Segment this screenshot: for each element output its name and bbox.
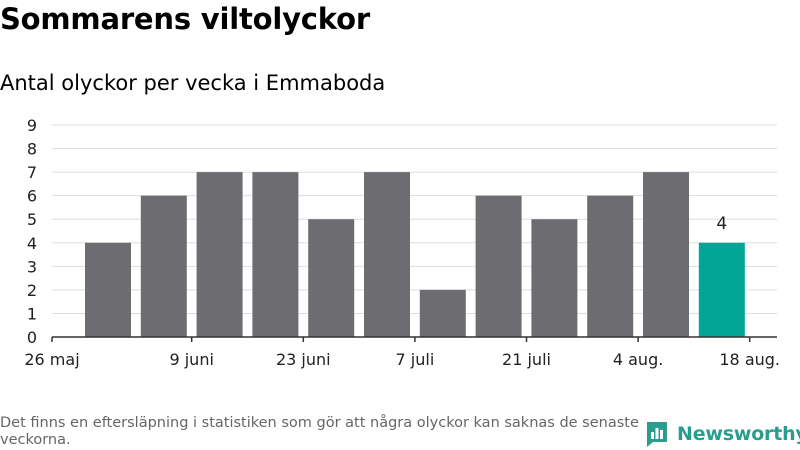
y-tick-label: 9 xyxy=(27,116,37,135)
y-tick-label: 1 xyxy=(27,304,37,323)
y-tick-label: 2 xyxy=(27,281,37,300)
bar xyxy=(698,242,745,337)
bar xyxy=(140,195,187,337)
y-tick-label: 0 xyxy=(27,328,37,347)
bar xyxy=(643,172,689,337)
bar xyxy=(419,289,466,337)
data-label: 4 xyxy=(716,214,727,234)
footnote: Det finns en eftersläpning i statistiken… xyxy=(0,415,639,448)
bar xyxy=(531,219,578,337)
x-tick-label: 23 juni xyxy=(276,350,331,369)
bar xyxy=(475,195,522,337)
bar xyxy=(252,172,299,337)
chart-title: Sommarens viltolyckor xyxy=(0,2,370,36)
chart-subtitle: Antal olyckor per vecka i Emmaboda xyxy=(0,71,386,95)
x-tick-label: 4 aug. xyxy=(613,350,663,369)
y-tick-label: 4 xyxy=(27,234,37,253)
brand[interactable]: Newsworthy xyxy=(645,419,800,449)
bar xyxy=(85,242,131,337)
x-tick-label: 26 maj xyxy=(24,350,79,369)
x-tick-label: 21 juli xyxy=(502,350,551,369)
newsworthy-logo-icon xyxy=(647,422,667,447)
y-tick-label: 5 xyxy=(27,210,37,229)
x-tick-label: 7 juli xyxy=(396,350,435,369)
bar xyxy=(364,172,410,337)
bar-chart: 0 1 2 3 4 5 6 7 8 9 4 26 maj 9 juni 23 juni 7 juli 21 j… xyxy=(24,116,780,369)
x-tick-label: 18 aug. xyxy=(719,350,780,369)
bar xyxy=(308,219,355,337)
bar xyxy=(587,195,634,337)
y-tick-label: 6 xyxy=(27,187,37,206)
bar xyxy=(196,172,243,337)
x-tick-label: 9 juni xyxy=(169,350,213,369)
y-tick-label: 7 xyxy=(27,163,37,182)
brand-name: Newsworthy xyxy=(677,423,800,445)
y-tick-label: 8 xyxy=(27,140,37,159)
y-tick-label: 3 xyxy=(27,257,37,276)
